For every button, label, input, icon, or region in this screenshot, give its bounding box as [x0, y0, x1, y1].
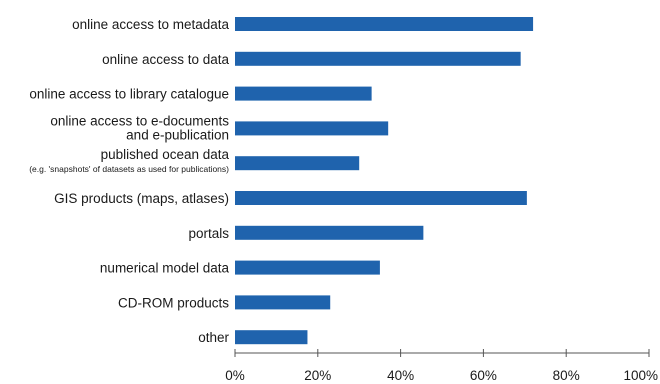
bar-5 — [235, 191, 527, 205]
x-axis: 0% 20% 40% 60% 80% 100% — [225, 349, 658, 383]
x-tick-label-4: 80% — [553, 368, 580, 383]
bar-6 — [235, 225, 424, 240]
category-label-4: published ocean data — [101, 147, 230, 162]
bar-8 — [235, 295, 331, 310]
bar-1 — [235, 51, 521, 66]
category-label-1: online access to data — [102, 52, 229, 67]
category-sublabel-4: (e.g. 'snapshots' of datasets as used fo… — [29, 164, 229, 174]
x-tick-label-3: 60% — [470, 368, 497, 383]
bar-2 — [235, 86, 372, 101]
category-label-8: CD-ROM products — [118, 295, 229, 310]
category-label-9: other — [198, 330, 229, 345]
bar-3 — [235, 121, 389, 136]
x-tick-label-0: 0% — [225, 368, 245, 383]
category-label-3: online access to e-documents — [50, 113, 229, 128]
category-label-0: online access to metadata — [72, 17, 229, 32]
x-tick-label-2: 40% — [387, 368, 414, 383]
bars — [235, 17, 534, 345]
category-label-7: numerical model data — [100, 261, 230, 276]
category-label-6: portals — [188, 226, 229, 241]
category-labels: online access to metadata online access t… — [29, 17, 229, 345]
bar-9 — [235, 330, 308, 345]
category-label-5: GIS products (maps, atlases) — [54, 191, 229, 206]
x-tick-label-1: 20% — [304, 368, 331, 383]
bar-7 — [235, 260, 380, 275]
bar-4 — [235, 156, 360, 171]
bar-0 — [235, 17, 534, 31]
category-label-2: online access to library catalogue — [29, 87, 229, 102]
x-tick-label-5: 100% — [623, 368, 658, 383]
category-label-line2-3: and e-publication — [126, 127, 229, 142]
